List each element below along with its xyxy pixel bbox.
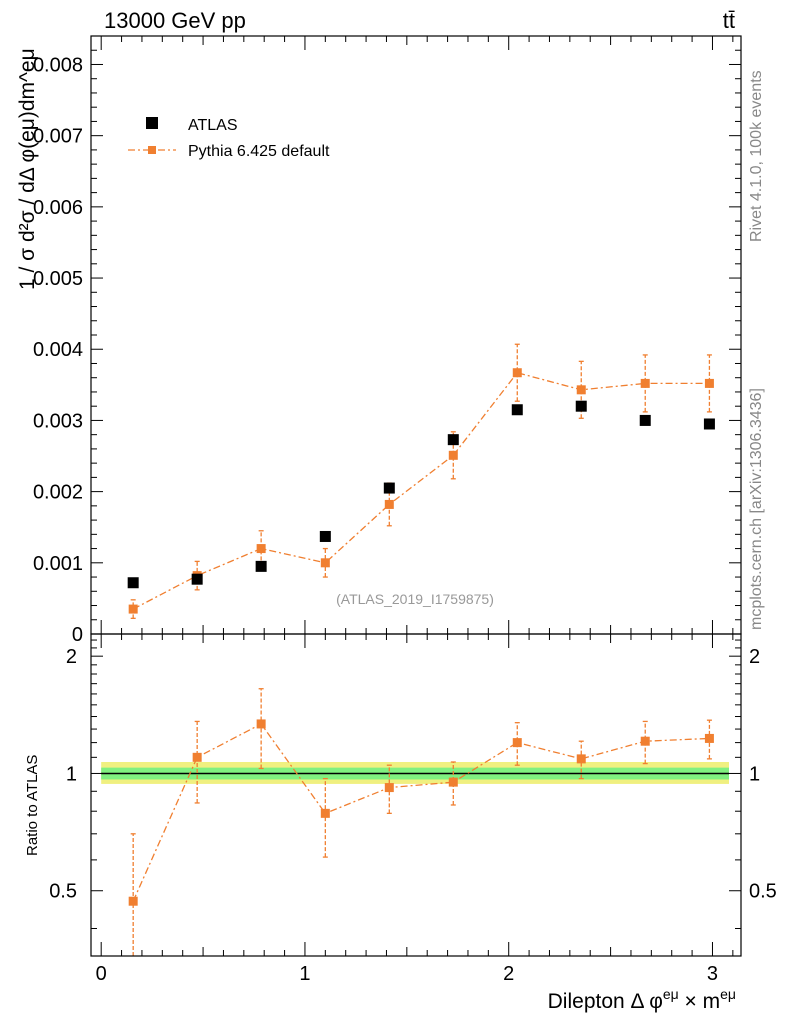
pythia-line bbox=[132, 371, 710, 610]
ratio-point bbox=[384, 783, 394, 793]
ratio-frame bbox=[90, 633, 742, 957]
ratio-point bbox=[704, 733, 714, 743]
pythia-point bbox=[256, 544, 266, 554]
ratio-data-series bbox=[128, 688, 714, 956]
ratio-ytick-label-right: 1 bbox=[749, 763, 760, 785]
main-axis-ticks: 0 0.001 0.002 0.003 0.004 0.005 0.006 0.007 0.00… bbox=[33, 35, 741, 646]
ratio-point bbox=[256, 719, 266, 729]
atlas-point bbox=[383, 482, 395, 494]
main-ytick-label: 0.008 bbox=[33, 54, 83, 76]
main-y-axis-label: 1 / σ d²σ / dΔ φ(eμ)dm^eμ bbox=[16, 48, 39, 290]
energy-label: 13000 GeV pp bbox=[104, 8, 246, 33]
atlas-point bbox=[191, 573, 203, 585]
ratio-y-axis-label: Ratio to ATLAS bbox=[24, 755, 41, 856]
x-axis-label-prefix: Dilepton Δ φ bbox=[548, 990, 663, 1013]
atlas-point bbox=[319, 530, 331, 542]
x-axis-label-text: Dilepton Δ φeμ × meμ bbox=[548, 986, 736, 1013]
main-data-series bbox=[127, 343, 715, 619]
ratio-point bbox=[128, 896, 138, 906]
main-ytick-label: 0 bbox=[72, 624, 83, 646]
main-panel: (ATLAS_2019_I1759875) 0 0.001 0.002 0.003 0.… bbox=[16, 35, 742, 646]
ratio-point bbox=[576, 754, 586, 764]
ratio-point bbox=[192, 752, 202, 762]
ratio-xtick-label: 1 bbox=[299, 963, 310, 985]
pythia-point bbox=[448, 450, 458, 460]
main-ytick-label: 0.006 bbox=[33, 197, 83, 219]
ratio-panel: 0.5 0.5 1 1 2 2 0 1 2 3 Ratio to ATLAS bbox=[24, 633, 777, 985]
pythia-point bbox=[320, 558, 330, 568]
x-axis-label-sup2: eμ bbox=[720, 986, 736, 1002]
analysis-watermark: (ATLAS_2019_I1759875) bbox=[336, 591, 494, 607]
ratio-point bbox=[320, 808, 330, 818]
atlas-point bbox=[255, 560, 267, 572]
x-axis-label-sup1: eμ bbox=[663, 986, 679, 1002]
legend-atlas-marker bbox=[146, 117, 158, 129]
process-label: tt̄ bbox=[723, 8, 735, 33]
atlas-point bbox=[127, 577, 139, 589]
atlas-point bbox=[511, 404, 523, 416]
atlas-point bbox=[447, 434, 459, 446]
ratio-line bbox=[132, 723, 710, 902]
main-ytick-label: 0.003 bbox=[33, 410, 83, 432]
mcplots-reference-label: mcplots.cern.ch [arXiv:1306.3436] bbox=[748, 388, 765, 630]
rivet-version-label: Rivet 4.1.0, 100k events bbox=[748, 70, 765, 242]
pythia-point bbox=[512, 368, 522, 378]
x-axis-label: Dilepton Δ φeμ × meμ bbox=[548, 986, 736, 1013]
main-ytick-label: 0.004 bbox=[33, 339, 83, 361]
x-axis-label-times: × m bbox=[679, 990, 720, 1013]
legend-pythia-label: Pythia 6.425 default bbox=[188, 143, 330, 160]
legend-atlas-label: ATLAS bbox=[188, 117, 238, 134]
ratio-xtick-label: 2 bbox=[503, 963, 514, 985]
main-ytick-label: 0.005 bbox=[33, 268, 83, 290]
ratio-ytick-label: 0.5 bbox=[49, 881, 77, 903]
pythia-point bbox=[640, 378, 650, 388]
main-ytick-label: 0.002 bbox=[33, 482, 83, 504]
atlas-point bbox=[575, 400, 587, 412]
legend-pythia-marker bbox=[148, 146, 156, 154]
ratio-axis-ticks: 0.5 0.5 1 1 2 2 0 1 2 3 bbox=[49, 634, 777, 985]
legend: ATLAS Pythia 6.425 default bbox=[128, 117, 330, 160]
ratio-ytick-label-right: 0.5 bbox=[749, 881, 777, 903]
pythia-point bbox=[384, 499, 394, 509]
atlas-point bbox=[703, 418, 715, 430]
ratio-xtick-label: 3 bbox=[707, 963, 718, 985]
ratio-ytick-label-right: 2 bbox=[749, 646, 760, 668]
pythia-point bbox=[128, 604, 138, 614]
main-ytick-label: 0.001 bbox=[33, 553, 83, 575]
pythia-point bbox=[704, 378, 714, 388]
ratio-point bbox=[512, 738, 522, 748]
ratio-ytick-label: 1 bbox=[66, 763, 77, 785]
pythia-point bbox=[576, 385, 586, 395]
ratio-xtick-label: 0 bbox=[96, 963, 107, 985]
atlas-point bbox=[639, 414, 651, 426]
ratio-reference-band bbox=[101, 762, 729, 784]
ratio-point bbox=[448, 777, 458, 787]
main-ytick-label: 0.007 bbox=[33, 126, 83, 148]
ratio-point bbox=[640, 736, 650, 746]
ratio-ytick-label: 2 bbox=[66, 646, 77, 668]
